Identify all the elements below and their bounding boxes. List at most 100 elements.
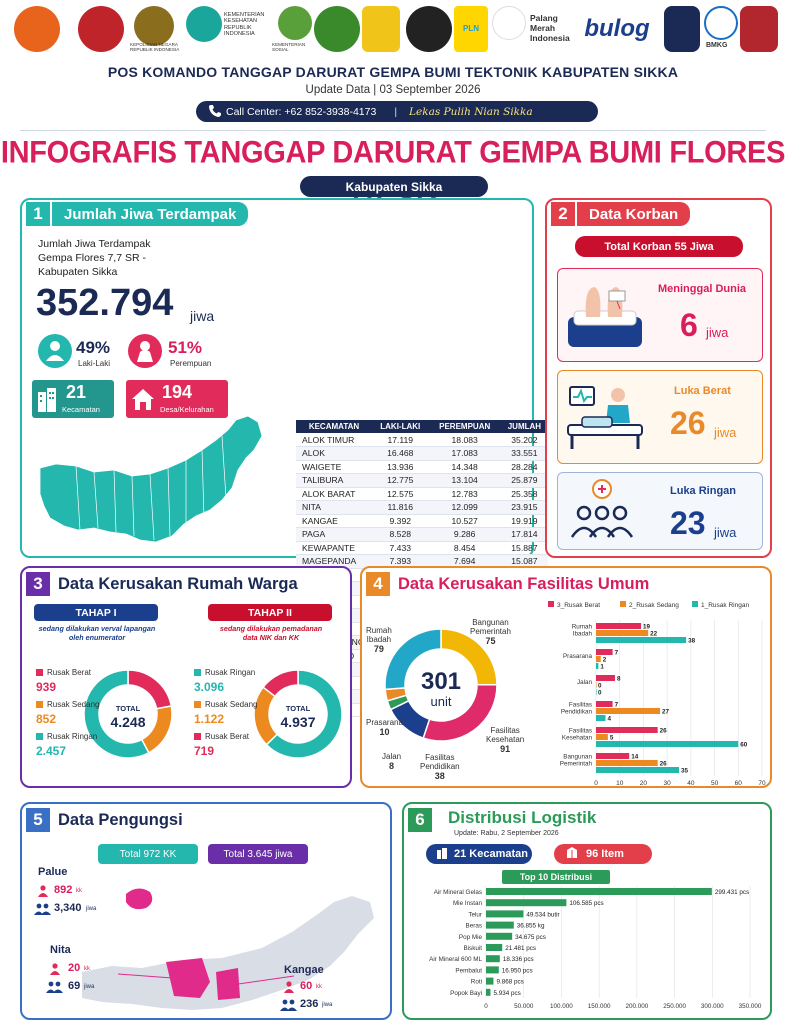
people-first-aid-icon [564, 477, 640, 552]
legend-item: Rusak Ringan [36, 732, 97, 741]
legend-item: Rusak Berat [194, 732, 249, 741]
command-post-title: POS KOMANDO TANGGAP DARURAT GEMPA BUMI T… [107, 64, 679, 80]
kecamatan-count-chip: 21 Kecamatan [426, 844, 532, 864]
pmi-logo [492, 6, 526, 40]
data-label: 0 [598, 683, 602, 690]
data-label: 9.868 pcs [496, 979, 523, 986]
bar [486, 966, 499, 974]
stage1-donut [83, 669, 173, 759]
legend-item: Rusak Berat [36, 668, 91, 677]
legend-value: 3.096 [194, 680, 225, 694]
category-label: Pendidikan [561, 709, 593, 716]
bar [596, 682, 597, 688]
stage1-pill: TAHAP I [34, 604, 158, 621]
category-label: Telur [468, 911, 482, 918]
house-icon [130, 386, 156, 417]
bar [596, 767, 679, 773]
bar [596, 741, 739, 747]
data-label: 49.534 butir [526, 911, 559, 918]
category-label: Pemerintah [560, 761, 593, 768]
legend-swatch [620, 601, 626, 607]
logo-strip: KEPOLISIAN NEGARA REPUBLIK INDONESIA KEM… [0, 0, 786, 62]
category-label: Pembalut [455, 967, 482, 974]
call-center-number[interactable]: Call Center: +62 852-3938-4173 [226, 105, 377, 118]
x-tick-label: 10 [616, 780, 624, 786]
kemenkes-logo [186, 6, 222, 42]
section-title: Jumlah Jiwa Terdampak [52, 202, 249, 226]
victims-panel: 2 Data Korban Total Korban 55 Jiwa Menin… [545, 198, 772, 558]
data-label: 5 [610, 735, 614, 742]
data-label: 0 [598, 690, 602, 697]
section-number: 5 [26, 808, 50, 832]
bar [596, 753, 630, 759]
table-row: KEWAPANTE 7.433 8.454 15.887 [296, 541, 548, 555]
bar [596, 727, 658, 733]
donut-label-fk: Fasilitas Kesehatan 91 [486, 726, 525, 755]
bmkg-logo [704, 6, 738, 40]
section-title: Data Kerusakan Rumah Warga [58, 575, 298, 593]
divider [20, 130, 766, 131]
legend-label: 3_Rusak Berat [557, 602, 600, 609]
section-title: Data Kerusakan Fasilitas Umum [398, 575, 650, 593]
table-row: WAIGETE 13.936 14.348 28.284 [296, 460, 548, 474]
kemenkes-text: KEMENTERIAN KESEHATAN REPUBLIK INDONESIA [224, 12, 265, 38]
stage2-donut [253, 669, 343, 759]
bar [596, 623, 642, 629]
donut-label-bp: Bangunan Pemerintah 75 [470, 618, 511, 647]
table-row: ALOK 16.468 17.083 33.551 [296, 446, 548, 461]
bar [596, 649, 613, 655]
bar [596, 637, 687, 643]
category-label: Roti [471, 979, 482, 986]
bar [596, 663, 599, 669]
donut-slice [83, 669, 150, 759]
bulog-logo: bulog [584, 14, 650, 42]
people-icon [280, 998, 298, 1016]
bar [596, 715, 606, 721]
bar [596, 675, 615, 681]
sikka-map [39, 415, 263, 543]
bmkg-text: BMKG [706, 42, 728, 49]
legend-swatch [548, 601, 554, 607]
legend-item: Rusak Ringan [194, 668, 255, 677]
bar [596, 760, 658, 766]
donut-slice [127, 669, 173, 710]
total-victims-pill: Total Korban 55 Jiwa [575, 236, 743, 257]
total-jiwa-pill: Total 3.645 jiwa [208, 844, 308, 864]
x-tick-label: 250.000 [663, 1003, 686, 1010]
table-row: TALIBURA 12.775 13.104 25.879 [296, 473, 548, 488]
category-label: Ibadah [573, 631, 593, 638]
donut-slice [384, 628, 442, 691]
pmi-text: Palang Merah Indonesia [530, 13, 570, 43]
facility-total: 301 [420, 668, 462, 695]
deceased-icon [564, 277, 646, 358]
category-label: Bangunan [563, 754, 592, 761]
person-icon [282, 980, 296, 998]
phone-icon [208, 104, 222, 121]
bar [596, 630, 649, 636]
refugee-panel: 5 Data Pengungsi Total 972 KK Total 3.64… [20, 802, 392, 1020]
bar [596, 701, 613, 707]
polri-logo [134, 6, 174, 46]
section-title: Data Pengungsi [58, 811, 183, 829]
sikka-logo [740, 6, 778, 52]
item-count-chip: 96 Item [554, 844, 652, 864]
data-label: 5.934 pcs [493, 990, 520, 997]
victim-card-light: Luka Ringan 23 jiwa [557, 472, 763, 550]
legend-label: 2_Rusak Sedang [629, 602, 679, 609]
category-label: Kesehatan [562, 735, 593, 742]
donut-label-jl: Jalan 8 [382, 752, 402, 772]
data-label: 26 [660, 728, 668, 735]
total-kk-pill: Total 972 KK [98, 844, 198, 864]
data-label: 27 [662, 709, 670, 716]
x-tick-label: 30 [664, 780, 672, 786]
x-tick-label: 50.000 [514, 1003, 534, 1010]
section-number: 1 [26, 202, 50, 226]
building-icon [436, 847, 448, 862]
legend-swatch [692, 601, 698, 607]
section-title: Data Korban [577, 202, 691, 226]
x-tick-label: 50 [711, 780, 719, 786]
bar [486, 932, 513, 940]
data-label: 1 [600, 664, 604, 671]
table-row: KANGAE 9.392 10.527 19.919 [296, 514, 548, 528]
legend-value: 852 [36, 712, 57, 726]
